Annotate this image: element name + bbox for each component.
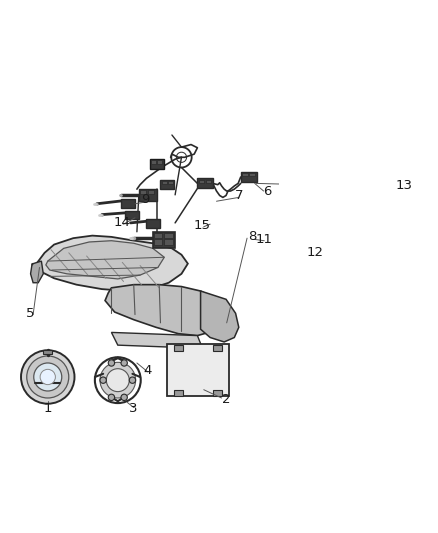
Text: 2: 2 [222, 393, 230, 406]
Circle shape [34, 363, 62, 391]
Polygon shape [46, 241, 164, 279]
Bar [168, 181, 173, 184]
Polygon shape [105, 285, 226, 336]
Bar [198, 179, 213, 189]
Bar [153, 232, 175, 248]
Text: 1: 1 [43, 402, 52, 415]
Bar [213, 390, 222, 396]
Circle shape [27, 356, 69, 398]
Circle shape [108, 394, 115, 400]
Circle shape [40, 369, 55, 385]
Bar [199, 180, 205, 183]
Circle shape [108, 360, 115, 366]
Text: 14: 14 [114, 216, 131, 229]
Text: 12: 12 [307, 246, 324, 259]
Circle shape [100, 377, 106, 383]
Bar [148, 190, 154, 194]
Polygon shape [32, 236, 188, 291]
Text: 13: 13 [396, 180, 413, 192]
Polygon shape [111, 333, 202, 349]
Bar [43, 350, 52, 354]
Circle shape [121, 394, 127, 400]
Bar [242, 173, 248, 176]
Circle shape [100, 362, 136, 398]
Bar [164, 233, 173, 238]
Bar [162, 181, 167, 184]
Bar [206, 180, 212, 183]
Bar [174, 390, 184, 396]
Bar [140, 190, 146, 194]
Text: 8: 8 [248, 230, 256, 244]
Bar [213, 345, 222, 351]
Text: 6: 6 [263, 184, 272, 198]
Polygon shape [201, 291, 239, 342]
Bar [151, 160, 156, 164]
Polygon shape [31, 261, 43, 282]
Text: 4: 4 [144, 364, 152, 377]
Text: 15: 15 [194, 219, 211, 232]
Bar [174, 345, 184, 351]
Circle shape [129, 377, 136, 383]
Text: 3: 3 [130, 402, 138, 415]
Bar [121, 199, 135, 207]
Text: 7: 7 [234, 189, 243, 202]
Circle shape [21, 350, 74, 403]
Bar [249, 173, 255, 176]
Bar [125, 211, 139, 219]
Text: 9: 9 [141, 193, 149, 206]
Circle shape [106, 369, 129, 392]
Bar [154, 233, 162, 238]
Bar [146, 219, 160, 228]
Bar [241, 172, 257, 182]
Bar [150, 159, 164, 169]
Bar [139, 189, 157, 200]
Bar [160, 180, 174, 189]
Bar [167, 344, 229, 396]
Circle shape [121, 360, 127, 366]
Text: 11: 11 [256, 233, 273, 246]
Bar [154, 239, 162, 245]
Bar [157, 160, 162, 164]
Text: 5: 5 [26, 307, 34, 320]
Bar [164, 239, 173, 245]
